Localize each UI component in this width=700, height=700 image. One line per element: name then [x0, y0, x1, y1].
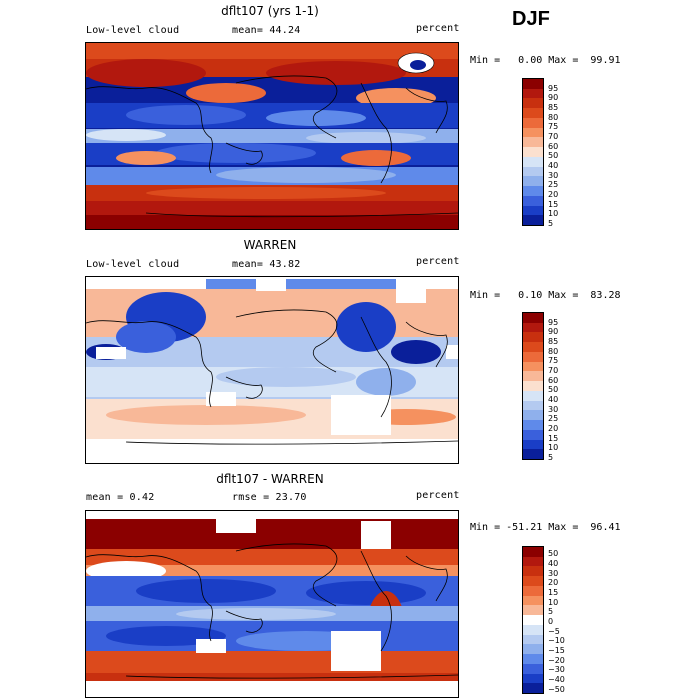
panel2-cbar-tick: 30 [548, 405, 559, 414]
panel2-cbar-tick: 70 [548, 366, 559, 375]
panel1-cbar-tick: 5 [548, 219, 554, 228]
panel3-cbar-tick: 30 [548, 569, 559, 578]
season-label: DJF [512, 8, 550, 30]
panel1-minmax: Min = 0.00 Max = 99.91 [470, 55, 621, 66]
panel1-map [85, 42, 459, 230]
panel2-cbar-tick: 40 [548, 395, 559, 404]
panel3-title: dflt107 - WARREN [216, 472, 324, 486]
panel3-rmse-label: rmse = 23.70 [232, 492, 307, 503]
panel2-cbar-tick: 95 [548, 318, 559, 327]
panel3-cbar-tick: −15 [548, 646, 565, 655]
panel1-cbar-tick: 60 [548, 142, 559, 151]
panel2-mean-label: mean= 43.82 [232, 259, 301, 270]
panel1-cbar-tick: 85 [548, 103, 559, 112]
panel3-cbar-tick: 0 [548, 617, 554, 626]
panel3-cbar-tick: −50 [548, 685, 565, 694]
panel2-cbar-tick: 10 [548, 443, 559, 452]
panel3-colorbar [522, 546, 544, 694]
panel2-map [85, 276, 459, 464]
panel1-cbar-tick: 75 [548, 122, 559, 131]
panel2-cbar-tick: 15 [548, 434, 559, 443]
panel1-cbar-tick: 20 [548, 190, 559, 199]
panel3-cbar-tick: −10 [548, 636, 565, 645]
panel1-cbar-tick: 50 [548, 151, 559, 160]
panel3-map [85, 510, 459, 698]
panel2-minmax: Min = 0.10 Max = 83.28 [470, 290, 621, 301]
panel3-cbar-tick: −20 [548, 656, 565, 665]
panel3-colorbar-labels: 50 40 30 20 15 10 5 0 −5 −10 −15 −20 −30… [548, 546, 578, 694]
panel3-cbar-tick: −30 [548, 665, 565, 674]
panel3-cbar-tick: −5 [548, 627, 560, 636]
panel2-cbar-tick: 60 [548, 376, 559, 385]
panel2-variable-label: Low-level cloud [86, 259, 180, 270]
panel1-cbar-tick: 40 [548, 161, 559, 170]
panel1-cbar-tick: 10 [548, 209, 559, 218]
panel1-colorbar-labels: 95 90 85 80 75 70 60 50 40 30 25 20 15 1… [548, 78, 578, 228]
panel1-map-plot [86, 43, 458, 229]
panel2-cbar-tick: 5 [548, 453, 554, 462]
panel2-cbar-tick: 75 [548, 356, 559, 365]
panel3-units-label: percent [416, 490, 460, 501]
panel3-mean-label: mean = 0.42 [86, 492, 155, 503]
panel1-cbar-tick: 95 [548, 84, 559, 93]
panel2-title: WARREN [243, 238, 297, 252]
panel3-cbar-tick: −40 [548, 675, 565, 684]
panel2-cbar-tick: 90 [548, 327, 559, 336]
panel1-cbar-tick: 30 [548, 171, 559, 180]
panel1-title: dflt107 (yrs 1-1) [221, 4, 319, 18]
panel1-mean-label: mean= 44.24 [232, 25, 301, 36]
panel1-cbar-tick: 80 [548, 113, 559, 122]
panel3-cbar-tick: 40 [548, 559, 559, 568]
panel3-cbar-tick: 5 [548, 607, 554, 616]
panel2-colorbar [522, 312, 544, 460]
panel1-cbar-tick: 25 [548, 180, 559, 189]
panel2-cbar-tick: 80 [548, 347, 559, 356]
panel1-cbar-tick: 70 [548, 132, 559, 141]
panel3-minmax: Min = -51.21 Max = 96.41 [470, 522, 621, 533]
panel3-map-plot [86, 511, 458, 697]
panel2-cbar-tick: 20 [548, 424, 559, 433]
panel3-cbar-tick: 15 [548, 588, 559, 597]
panel3-cbar-tick: 10 [548, 598, 559, 607]
panel2-cbar-tick: 25 [548, 414, 559, 423]
panel1-colorbar [522, 78, 544, 226]
panel1-units-label: percent [416, 23, 460, 34]
panel3-cbar-tick: 20 [548, 578, 559, 587]
panel1-cbar-tick: 90 [548, 93, 559, 102]
panel2-cbar-tick: 50 [548, 385, 559, 394]
panel3-cbar-tick: 50 [548, 549, 559, 558]
panel2-colorbar-labels: 95 90 85 80 75 70 60 50 40 30 25 20 15 1… [548, 312, 578, 462]
panel2-units-label: percent [416, 256, 460, 267]
panel2-map-plot [86, 277, 458, 463]
panel2-cbar-tick: 85 [548, 337, 559, 346]
panel1-variable-label: Low-level cloud [86, 25, 180, 36]
panel1-cbar-tick: 15 [548, 200, 559, 209]
